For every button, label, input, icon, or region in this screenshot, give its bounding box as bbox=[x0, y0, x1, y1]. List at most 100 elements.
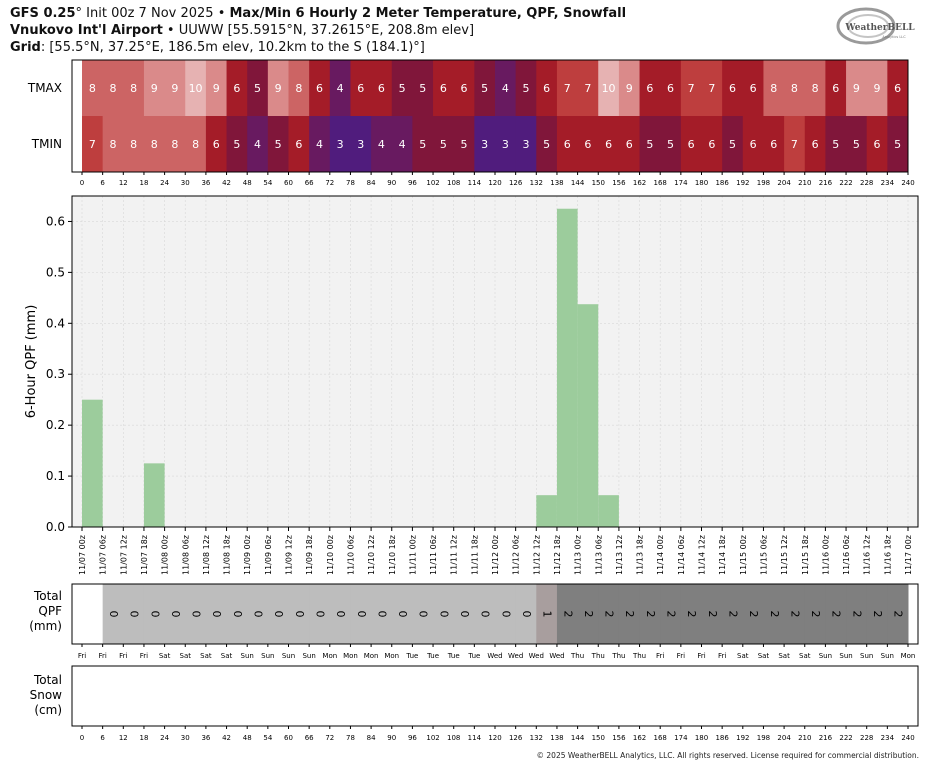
tmax-cell bbox=[866, 60, 888, 116]
tmax-cell bbox=[226, 60, 248, 116]
weatherbell-logo: WeatherBELL Analytics LLC bbox=[836, 7, 915, 45]
tmin-cell bbox=[309, 116, 331, 172]
tmax-cell bbox=[185, 60, 207, 116]
grid-label: Grid bbox=[10, 40, 41, 55]
total-qpf-value: 2 bbox=[665, 611, 678, 618]
day-tick-label: Sat bbox=[758, 652, 770, 660]
tmax-value-label: 6 bbox=[729, 82, 736, 95]
tmin-value-label: 8 bbox=[151, 138, 158, 151]
tmin-value-label: 4 bbox=[399, 138, 406, 151]
x-tick-label: 66 bbox=[305, 734, 314, 742]
total-qpf-cell bbox=[309, 584, 331, 644]
qpf-bar bbox=[536, 495, 557, 527]
x-tick-label: 126 bbox=[509, 734, 523, 742]
tmax-cell bbox=[433, 60, 455, 116]
tmin-cell bbox=[391, 116, 413, 172]
tmin-value-label: 5 bbox=[894, 138, 901, 151]
x-date-tick-label: 11/16 00z bbox=[821, 535, 830, 575]
day-tick-label: Sat bbox=[737, 652, 749, 660]
tmax-value-label: 6 bbox=[357, 82, 364, 95]
tmax-cell bbox=[453, 60, 475, 116]
x-date-tick-label: 11/15 06z bbox=[759, 535, 768, 575]
tmin-cell bbox=[143, 116, 166, 172]
tmin-cell bbox=[701, 116, 723, 172]
total-qpf-value: 0 bbox=[375, 611, 388, 618]
tmin-value-label: 5 bbox=[667, 138, 674, 151]
tmax-cell bbox=[618, 60, 641, 116]
x-tick-label: 162 bbox=[633, 179, 646, 187]
grid-info: : [55.5°N, 37.25°E, 186.5m elev, 10.2km … bbox=[40, 40, 425, 55]
total-qpf-cell bbox=[618, 584, 641, 644]
x-date-tick-label: 11/08 18z bbox=[223, 535, 232, 575]
day-tick-label: Sat bbox=[159, 652, 171, 660]
day-tick-label: Sat bbox=[799, 652, 811, 660]
y-tick-label: 0.3 bbox=[46, 367, 65, 381]
tmin-value-label: 3 bbox=[502, 138, 509, 151]
x-tick-label: 36 bbox=[201, 179, 210, 187]
day-tick-label: Fri bbox=[78, 652, 86, 660]
tmax-value-label: 7 bbox=[584, 82, 591, 95]
total-qpf-cell bbox=[102, 584, 124, 644]
x-tick-label: 96 bbox=[408, 179, 417, 187]
tmin-value-label: 6 bbox=[584, 138, 591, 151]
tmin-cell bbox=[618, 116, 641, 172]
x-tick-label: 24 bbox=[160, 734, 169, 742]
tmin-cell bbox=[639, 116, 661, 172]
qpf-bar bbox=[143, 463, 165, 527]
total-qpf-cell bbox=[887, 584, 909, 644]
total-qpf-cell bbox=[433, 584, 455, 644]
tmin-cell bbox=[577, 116, 599, 172]
x-tick-label: 210 bbox=[798, 734, 811, 742]
total-qpf-value: 2 bbox=[685, 611, 698, 618]
x-tick-label: 150 bbox=[592, 179, 605, 187]
tmin-cell bbox=[371, 116, 393, 172]
x-tick-label: 114 bbox=[468, 734, 482, 742]
x-date-tick-label: 11/10 18z bbox=[388, 535, 397, 575]
x-tick-label: 12 bbox=[119, 179, 128, 187]
tmax-value-label: 6 bbox=[378, 82, 385, 95]
tmax-cell bbox=[742, 60, 764, 116]
x-date-tick-label: 11/11 00z bbox=[408, 535, 417, 575]
x-tick-label: 108 bbox=[447, 179, 460, 187]
tmax-value-label: 5 bbox=[399, 82, 406, 95]
x-tick-label: 36 bbox=[201, 734, 210, 742]
x-tick-label: 174 bbox=[674, 179, 688, 187]
total-qpf-cell bbox=[453, 584, 475, 644]
x-tick-label: 18 bbox=[139, 179, 148, 187]
total-qpf-value: 0 bbox=[107, 611, 120, 618]
day-tick-label: Sun bbox=[261, 652, 274, 660]
day-tick-label: Fri bbox=[697, 652, 705, 660]
tmax-cell bbox=[391, 60, 413, 116]
total-qpf-cell bbox=[350, 584, 372, 644]
tmax-cell bbox=[639, 60, 661, 116]
tmin-cell bbox=[763, 116, 785, 172]
tmax-cell bbox=[267, 60, 289, 116]
tmax-cell bbox=[887, 60, 909, 116]
tmax-value-label: 9 bbox=[151, 82, 158, 95]
tmax-value-label: 8 bbox=[109, 82, 116, 95]
tmin-cell bbox=[536, 116, 558, 172]
tmax-cell bbox=[515, 60, 537, 116]
tmin-value-label: 3 bbox=[337, 138, 344, 151]
x-date-tick-label: 11/09 18z bbox=[305, 535, 314, 575]
tmin-value-label: 8 bbox=[192, 138, 199, 151]
y-tick-label: 0.4 bbox=[46, 316, 65, 330]
tmax-value-label: 8 bbox=[812, 82, 819, 95]
total-qpf-value: 0 bbox=[148, 611, 161, 618]
tmin-value-label: 5 bbox=[275, 138, 282, 151]
x-date-tick-label: 11/13 06z bbox=[594, 535, 603, 575]
x-tick-label: 168 bbox=[654, 734, 667, 742]
x-tick-label: 30 bbox=[181, 734, 190, 742]
day-tick-label: Fri bbox=[718, 652, 726, 660]
tmin-cell bbox=[453, 116, 475, 172]
total-qpf-value: 2 bbox=[830, 611, 843, 618]
x-date-tick-label: 11/12 06z bbox=[512, 535, 521, 575]
x-tick-label: 24 bbox=[160, 179, 169, 187]
qpf-bar bbox=[577, 304, 599, 527]
day-tick-label: Sat bbox=[200, 652, 212, 660]
tmax-cell bbox=[288, 60, 310, 116]
x-tick-label: 6 bbox=[100, 179, 105, 187]
tmax-value-label: 8 bbox=[791, 82, 798, 95]
x-tick-label: 84 bbox=[367, 179, 376, 187]
tmin-value-label: 6 bbox=[213, 138, 220, 151]
